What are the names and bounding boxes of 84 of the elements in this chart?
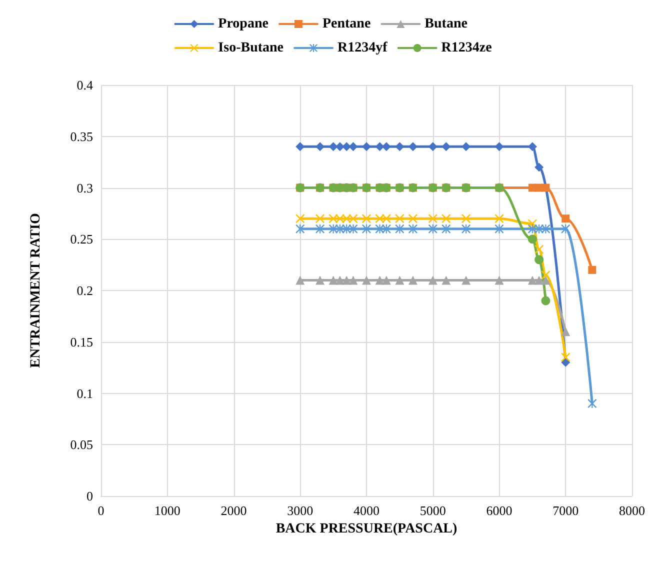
x-tick-label: 4000 [354, 503, 380, 518]
point [494, 142, 504, 152]
legend-label: Butane [424, 16, 468, 32]
x-tick-label: 3000 [287, 503, 314, 518]
point [528, 276, 537, 285]
point [382, 214, 391, 224]
x-axis-title: BACK PRESSURE(PASCAL) [276, 521, 458, 536]
y-tick-label: 0.1 [76, 386, 93, 401]
point [541, 270, 550, 280]
point [561, 352, 570, 362]
x-tick-label: 0 [98, 503, 104, 518]
point [541, 224, 550, 234]
legend-label: R1234yf [338, 40, 388, 56]
point [462, 214, 471, 224]
point [408, 224, 418, 234]
point [442, 276, 451, 285]
point [494, 276, 504, 285]
point [296, 224, 305, 234]
x-tick-label: 1000 [154, 503, 180, 518]
point [494, 214, 504, 224]
point [408, 276, 418, 285]
point [428, 276, 438, 285]
point [561, 358, 570, 367]
y-tick-label: 0.05 [70, 437, 93, 452]
legend-label: R1234ze [441, 40, 492, 56]
point [541, 276, 550, 285]
point [362, 142, 371, 152]
point [316, 214, 325, 224]
y-tick-label: 0.2 [76, 283, 93, 298]
point [296, 142, 305, 152]
y-tick-label: 0.25 [70, 232, 93, 247]
point [442, 224, 451, 234]
point [494, 224, 504, 234]
point [382, 276, 391, 285]
point [348, 276, 358, 285]
point [561, 327, 570, 336]
point [335, 276, 344, 285]
y-tick-label: 0.15 [70, 334, 93, 350]
x-tick-label: 8000 [619, 503, 645, 518]
point [408, 214, 418, 224]
point [462, 224, 471, 234]
y-tick-label: 0 [86, 488, 93, 504]
y-tick-label: 0.3 [76, 180, 93, 196]
point [348, 214, 358, 224]
x-tick-label: 5000 [420, 503, 446, 518]
point [428, 142, 438, 152]
point [316, 224, 325, 234]
point [375, 224, 384, 234]
point [362, 276, 371, 285]
point [316, 276, 325, 285]
legend-label: Pentane [322, 16, 371, 32]
x-tick-label: 7000 [552, 503, 579, 518]
point [588, 399, 597, 408]
point [328, 142, 338, 152]
point [442, 214, 451, 224]
point [428, 214, 438, 224]
point [428, 224, 438, 234]
point [534, 255, 544, 264]
y-tick-label: 0.35 [70, 128, 93, 144]
y-axis-title: ENTRAINMENT RATIO [28, 213, 44, 368]
x-tick-label: 6000 [486, 503, 512, 518]
point [561, 224, 570, 234]
point [395, 224, 404, 234]
legend-label: Iso-Butane [218, 40, 284, 56]
point [382, 224, 391, 234]
point [462, 276, 471, 285]
legend-label: Propane [218, 16, 268, 32]
point [362, 224, 371, 234]
y-tick-label: 0.4 [76, 78, 94, 92]
point [296, 276, 305, 285]
point [395, 214, 404, 224]
point [296, 214, 305, 224]
point [541, 296, 550, 306]
point [534, 244, 544, 254]
point [528, 234, 537, 244]
x-tick-label: 2000 [220, 503, 247, 518]
point [348, 224, 358, 234]
point [588, 266, 596, 274]
point [562, 214, 570, 223]
point [534, 162, 544, 172]
point [542, 184, 550, 192]
point [442, 142, 451, 152]
point [395, 276, 404, 285]
point [395, 142, 404, 152]
